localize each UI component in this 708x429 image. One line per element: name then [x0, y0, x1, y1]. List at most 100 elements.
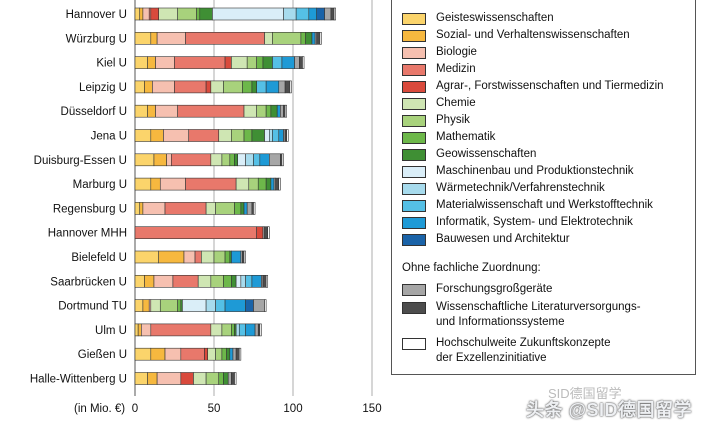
bar-segment: [237, 153, 246, 167]
bar-segment: [150, 323, 212, 337]
bar-segment: [272, 129, 280, 142]
bar-segment: [333, 7, 336, 21]
legend-swatch: [402, 98, 426, 110]
bar-segment: [180, 347, 205, 361]
bar-segment: [213, 250, 226, 264]
category-label: Jena U: [91, 131, 127, 143]
legend-item: Wissenschaftliche Literaturversorgungs- …: [402, 300, 641, 330]
legend-item: Forschungsgroßgeräte: [402, 282, 552, 297]
bar-segment: [205, 372, 220, 385]
bar-segment: [205, 202, 216, 215]
bar-segment: [243, 250, 246, 264]
bar-segment: [253, 153, 261, 167]
bar-segment: [226, 347, 231, 361]
bar-segment: [153, 274, 174, 288]
category-label: Halle-Wittenberg U: [30, 374, 127, 386]
legend-label: Wissenschaftliche Literaturversorgungs- …: [436, 301, 641, 328]
bar-segment: [210, 80, 224, 94]
bar-segment: [295, 7, 310, 21]
bar-segment: [284, 104, 287, 118]
legend-label: Geowissenschaften: [436, 148, 537, 160]
bar-segment: [134, 226, 257, 239]
bar-segment: [232, 347, 237, 361]
legend-label: Physik: [436, 114, 470, 126]
bar-segment: [177, 7, 197, 21]
bar-segment: [251, 129, 265, 142]
legend-swatch: [402, 217, 426, 229]
bar-segment: [196, 7, 201, 21]
bar-segment: [210, 323, 223, 337]
bar-segment: [270, 104, 278, 118]
legend-swatch: [402, 115, 426, 127]
bar-segment: [183, 250, 196, 264]
bar-segment: [134, 202, 141, 215]
bar-segment: [163, 129, 190, 142]
bar-segment: [256, 226, 264, 239]
legend-label: Biologie: [436, 46, 477, 58]
category-labels: Hannover U Würzburg U Kiel U Leipzig U Düsse…: [30, 9, 127, 386]
legend-swatch: [402, 234, 426, 246]
bar-segment: [246, 202, 253, 215]
bar-segment: [235, 274, 242, 288]
bar-segment: [223, 372, 229, 385]
bar-segment: [240, 202, 245, 215]
bar-segment: [134, 80, 145, 94]
bar-segment: [253, 299, 265, 312]
legend-item: Sozial- und Verhaltenswissenschaften: [402, 28, 630, 43]
legend-swatch: [402, 200, 426, 212]
legend-label: Maschinenbau und Produktionstechnik: [436, 165, 634, 177]
bar-segment: [134, 153, 155, 167]
bar-segment: [245, 153, 254, 167]
bar-segment: [229, 347, 234, 361]
bar-segment: [256, 80, 267, 94]
bar-segment: [212, 7, 284, 21]
bar-segment: [155, 56, 175, 69]
legend-label: Medizin: [436, 63, 476, 75]
bar-segment: [286, 129, 289, 142]
bar-segment: [215, 299, 226, 312]
bar-segment: [264, 299, 267, 312]
bar-segment: [272, 31, 302, 45]
bar-segment: [272, 56, 283, 69]
bar-segment: [283, 7, 297, 21]
bar-segment: [152, 80, 175, 94]
stacked-bar-chart: Hannover U Würzburg U Kiel U Leipzig U Düsse…: [30, 0, 382, 415]
bar-segment: [319, 31, 322, 45]
bar-segment: [134, 299, 144, 312]
bar-segment: [177, 299, 182, 312]
legend-item: Wärmetechnik/Verfahrenstechnik: [402, 181, 605, 196]
bar-segment: [278, 177, 281, 191]
x-axis-label: (in Mio. €): [74, 403, 125, 415]
bar-segment: [155, 104, 178, 118]
legend-item: Mathematik: [402, 130, 495, 145]
bar-segment: [159, 299, 178, 312]
bar-segment: [278, 129, 284, 142]
bar-segment: [205, 299, 216, 312]
bar-segment: [302, 56, 305, 69]
legend-swatch: [402, 302, 426, 314]
bar-segment: [231, 56, 248, 69]
bar-segment: [137, 323, 142, 337]
bar-segment: [251, 274, 262, 288]
bar-segment: [246, 56, 257, 69]
legend-item: Biologie: [402, 45, 477, 60]
bar-segment: [256, 56, 264, 69]
x-tick-label: 50: [208, 403, 221, 415]
bar-segment: [259, 323, 262, 337]
bar-segment: [223, 80, 243, 94]
legend-item: Bauwesen und Architektur: [402, 232, 570, 247]
watermark-faint: SID德国留学: [548, 386, 622, 401]
legend-item: Informatik, System- und Elektrotechnik: [402, 215, 633, 230]
bar-segment: [171, 153, 212, 167]
bar-segment: [224, 250, 231, 264]
legend-label: Forschungsgroßgeräte: [436, 283, 553, 295]
legend-swatch: [402, 149, 426, 161]
bar-segment: [207, 347, 216, 361]
bar-segment: [231, 129, 245, 142]
bar-segment: [174, 80, 207, 94]
category-label: Würzburg U: [66, 33, 127, 45]
bar-segment: [134, 323, 139, 337]
bar-segment: [150, 7, 160, 21]
bar-segment: [311, 31, 316, 45]
bar-segment: [144, 274, 155, 288]
